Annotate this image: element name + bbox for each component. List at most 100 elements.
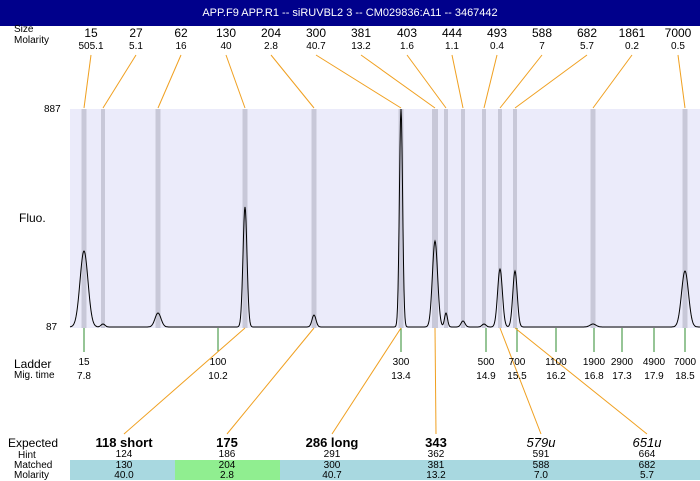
peak-band — [498, 109, 502, 328]
top-molarity-label: 5.1 — [129, 41, 143, 52]
expected-label: 343 — [425, 435, 447, 450]
expected-connector — [123, 327, 246, 435]
top-molarity-label: 505.1 — [78, 41, 104, 52]
expected-row-label: Expected — [8, 436, 59, 450]
expected-label: 579u — [526, 435, 556, 450]
hint-value: 664 — [638, 449, 656, 460]
matched-row-label: Matched — [14, 460, 53, 471]
top-size-label: 62 — [174, 26, 188, 40]
top-size-label: 381 — [350, 26, 372, 40]
top-peak-connector — [315, 54, 402, 109]
molarity-value: 40.0 — [114, 470, 134, 481]
hint-value: 291 — [323, 449, 341, 460]
molarity-row-label: Molarity — [14, 35, 50, 46]
ladder-time-label: 7.8 — [77, 371, 91, 382]
top-molarity-label: 40.7 — [306, 41, 326, 52]
peak-band — [398, 109, 404, 328]
peak-band — [513, 109, 517, 328]
mig-time-row-label: Mig. time — [14, 370, 55, 381]
expected-label: 118 short — [95, 435, 153, 450]
ladder-time-label: 10.2 — [208, 371, 228, 382]
expected-label: 175 — [216, 435, 238, 450]
matched-highlight-cell — [175, 460, 280, 480]
hint-row-label: Hint — [18, 450, 36, 461]
peak-band — [311, 109, 317, 328]
expected-connector — [331, 327, 402, 435]
peak-band — [461, 109, 465, 328]
molarity-bottom-row-label: Molarity — [14, 470, 50, 481]
matched-row-bg — [70, 460, 700, 480]
window-title: APP.F9 APP.R1 -- siRUVBL2 3 -- CM029836:… — [0, 0, 700, 26]
peak-band — [155, 109, 161, 328]
top-peak-connector — [270, 54, 315, 109]
top-peak-connector — [157, 54, 182, 109]
size-row-label: Size — [14, 24, 34, 35]
top-size-label: 682 — [576, 26, 598, 40]
top-molarity-label: 0.2 — [625, 41, 639, 52]
top-molarity-label: 0.4 — [490, 41, 504, 52]
top-molarity-label: 2.8 — [264, 41, 278, 52]
molarity-value: 5.7 — [640, 470, 654, 481]
plot-area — [70, 109, 700, 328]
ladder-time-label: 16.8 — [584, 371, 604, 382]
ladder-time-label: 16.2 — [546, 371, 566, 382]
top-molarity-label: 5.7 — [580, 41, 594, 52]
ladder-size-label: 2900 — [610, 357, 634, 368]
top-size-label: 130 — [215, 26, 237, 40]
expected-connector — [434, 327, 437, 435]
top-size-label: 7000 — [664, 26, 692, 40]
top-size-label: 1861 — [618, 26, 646, 40]
peak-band — [242, 109, 248, 328]
expected-connector — [514, 327, 648, 435]
y-axis-max-label: 887 — [44, 104, 61, 115]
ladder-size-label: 100 — [209, 357, 227, 368]
ladder-size-label: 15 — [78, 357, 90, 368]
top-size-label: 27 — [129, 26, 143, 40]
expected-connector — [226, 327, 315, 435]
top-size-label: 204 — [260, 26, 282, 40]
matched-value: 588 — [532, 460, 550, 471]
top-molarity-label: 1.6 — [400, 41, 414, 52]
ladder-time-label: 17.9 — [644, 371, 664, 382]
molarity-value: 40.7 — [322, 470, 342, 481]
top-peak-connector — [225, 54, 246, 109]
molarity-value: 2.8 — [220, 470, 234, 481]
peak-band — [432, 109, 438, 328]
top-molarity-label: 1.1 — [445, 41, 459, 52]
ladder-size-label: 4900 — [642, 357, 666, 368]
ladder-time-label: 14.9 — [476, 371, 496, 382]
ladder-time-label: 18.5 — [675, 371, 695, 382]
ladder-size-label: 7000 — [673, 357, 697, 368]
ladder-size-label: 1900 — [582, 357, 606, 368]
top-size-label: 588 — [531, 26, 553, 40]
top-molarity-label: 16 — [175, 41, 187, 52]
top-peak-connector — [483, 54, 498, 109]
expected-connector — [499, 327, 542, 435]
peak-band — [444, 109, 448, 328]
hint-value: 186 — [218, 449, 236, 460]
top-peak-connector — [514, 54, 588, 109]
top-peak-connector — [102, 54, 137, 109]
expected-label: 651u — [632, 435, 662, 450]
hint-value: 124 — [115, 449, 133, 460]
ladder-size-label: 700 — [508, 357, 526, 368]
top-size-label: 15 — [84, 26, 98, 40]
ladder-row-label: Ladder — [14, 357, 52, 371]
y-axis-min-label: 87 — [46, 322, 58, 333]
peak-band — [81, 109, 87, 328]
molarity-value: 13.2 — [426, 470, 446, 481]
fluorescence-trace — [69, 108, 700, 328]
peak-band — [590, 109, 596, 328]
molarity-value: 7.0 — [534, 470, 548, 481]
top-size-label: 444 — [441, 26, 463, 40]
top-peak-connector — [677, 54, 686, 109]
top-peak-connector — [499, 54, 543, 109]
ladder-time-label: 13.4 — [391, 371, 411, 382]
hint-value: 591 — [532, 449, 550, 460]
top-molarity-label: 0.5 — [671, 41, 685, 52]
ladder-size-label: 500 — [477, 357, 495, 368]
matched-value: 204 — [218, 460, 236, 471]
top-size-label: 493 — [486, 26, 508, 40]
matched-value: 381 — [427, 460, 445, 471]
top-molarity-label: 13.2 — [351, 41, 371, 52]
